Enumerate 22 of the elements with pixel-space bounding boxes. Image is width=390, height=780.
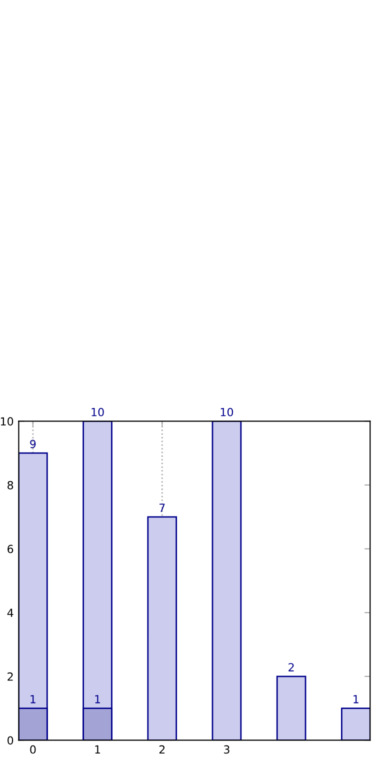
- data-label: 10: [220, 408, 234, 416]
- x-tick-label: 1: [95, 745, 100, 754]
- y-tick-label: 4: [7, 608, 14, 617]
- data-label: 1: [30, 695, 36, 704]
- y-tick-label: 2: [8, 672, 13, 681]
- data-label: 9: [30, 440, 36, 448]
- bar: [340, 708, 370, 740]
- y-tick-label: 6: [8, 544, 14, 554]
- y-tick-label: 10: [0, 417, 14, 426]
- data-label: 10: [92, 408, 104, 416]
- x-tick-label: 3: [224, 745, 230, 754]
- data-label: 2: [288, 663, 294, 672]
- bar: [147, 516, 178, 740]
- data-label: 7: [159, 504, 165, 512]
- bar: [276, 676, 306, 740]
- data-label: 1: [95, 695, 100, 704]
- x-tick-label: 0: [30, 745, 36, 754]
- x-tick-label: 2: [159, 745, 165, 754]
- y-tick-label: 8: [8, 480, 14, 490]
- y-tick-label: 0: [8, 736, 14, 745]
- bar: [212, 421, 242, 740]
- data-label: 1: [354, 695, 358, 704]
